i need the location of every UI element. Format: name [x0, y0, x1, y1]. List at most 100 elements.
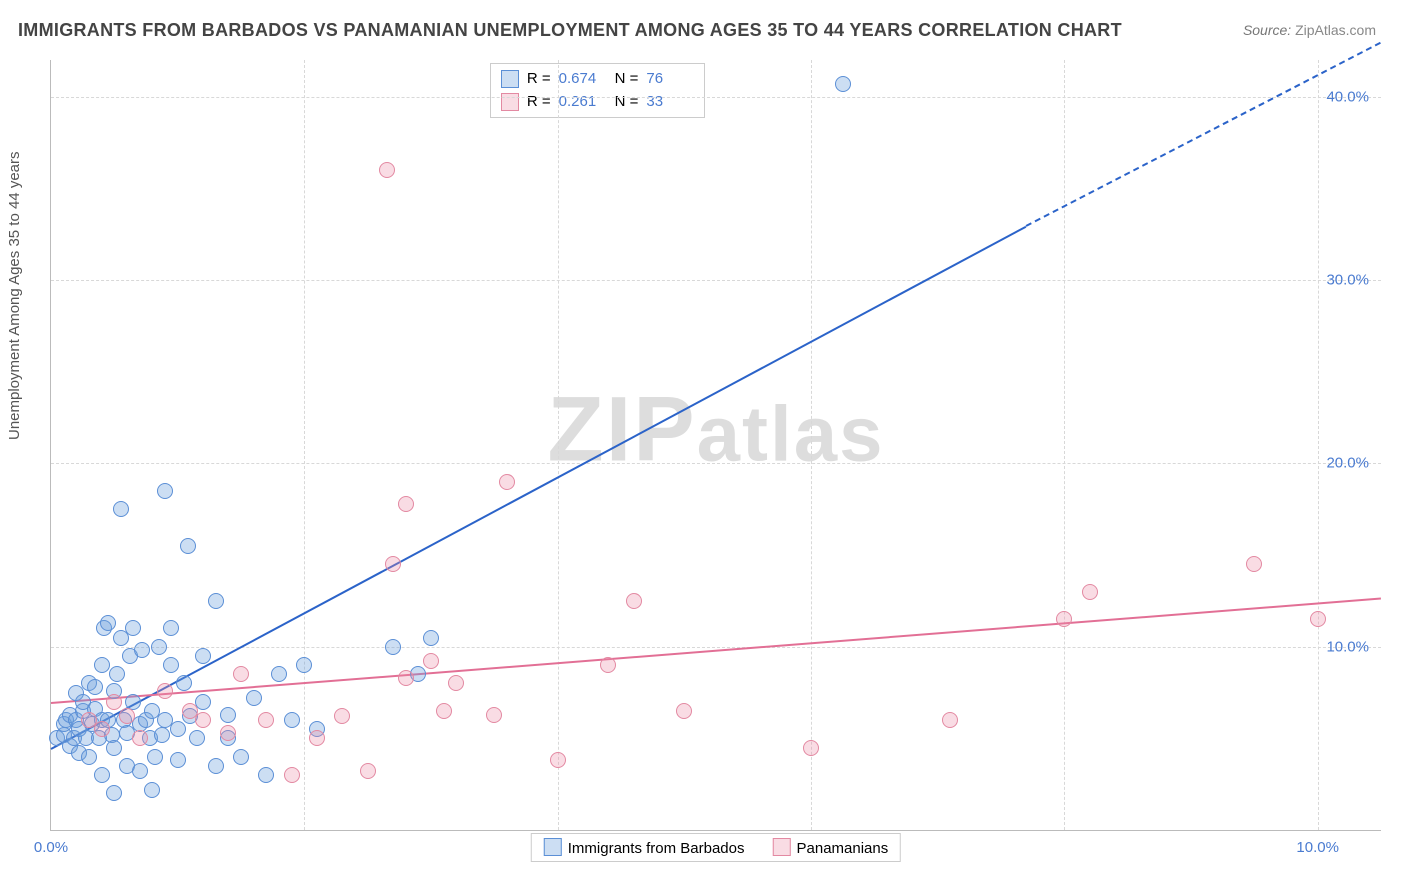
data-point	[284, 712, 300, 728]
data-point	[106, 785, 122, 801]
data-point	[100, 615, 116, 631]
data-point	[81, 749, 97, 765]
legend-swatch	[501, 93, 519, 111]
legend-swatch	[773, 838, 791, 856]
data-point	[195, 648, 211, 664]
data-point	[436, 703, 452, 719]
data-point	[385, 639, 401, 655]
data-point	[220, 707, 236, 723]
data-point	[1082, 584, 1098, 600]
data-point	[271, 666, 287, 682]
data-point	[189, 730, 205, 746]
data-point	[220, 725, 236, 741]
data-point	[180, 538, 196, 554]
data-point	[258, 712, 274, 728]
y-axis-title: Unemployment Among Ages 35 to 44 years	[6, 151, 23, 440]
legend-swatch	[501, 70, 519, 88]
data-point	[157, 483, 173, 499]
stat-r-value: 0.261	[559, 91, 607, 114]
data-point	[113, 501, 129, 517]
y-tick-label: 30.0%	[1326, 272, 1369, 289]
trend-line	[51, 597, 1381, 703]
data-point	[676, 703, 692, 719]
data-point	[87, 679, 103, 695]
data-point	[448, 675, 464, 691]
data-point	[132, 763, 148, 779]
legend-label: Immigrants from Barbados	[568, 840, 745, 857]
data-point	[125, 620, 141, 636]
gridline-horizontal	[51, 97, 1381, 98]
data-point	[284, 767, 300, 783]
gridline-vertical	[558, 60, 559, 830]
data-point	[119, 708, 135, 724]
stat-r-label: R =	[527, 91, 551, 114]
stat-r-label: R =	[527, 68, 551, 91]
y-tick-label: 40.0%	[1326, 88, 1369, 105]
gridline-horizontal	[51, 647, 1381, 648]
chart-title: IMMIGRANTS FROM BARBADOS VS PANAMANIAN U…	[18, 20, 1122, 41]
data-point	[94, 657, 110, 673]
data-point	[233, 749, 249, 765]
data-point	[170, 752, 186, 768]
data-point	[208, 593, 224, 609]
data-point	[600, 657, 616, 673]
data-point	[398, 496, 414, 512]
data-point	[246, 690, 262, 706]
watermark-main: ZIP	[548, 378, 697, 480]
data-point	[1056, 611, 1072, 627]
stats-row: R =0.674N =76	[501, 68, 695, 91]
data-point	[163, 657, 179, 673]
legend-label: Panamanians	[797, 840, 889, 857]
source-label: Source:	[1243, 22, 1291, 38]
data-point	[132, 730, 148, 746]
data-point	[154, 727, 170, 743]
data-point	[486, 707, 502, 723]
data-point	[233, 666, 249, 682]
data-point	[942, 712, 958, 728]
data-point	[334, 708, 350, 724]
data-point	[423, 653, 439, 669]
data-point	[163, 620, 179, 636]
trend-line	[51, 225, 1027, 749]
data-point	[835, 76, 851, 92]
x-tick-label: 10.0%	[1296, 839, 1339, 856]
data-point	[379, 162, 395, 178]
data-point	[151, 639, 167, 655]
data-point	[309, 730, 325, 746]
data-point	[803, 740, 819, 756]
legend-swatch	[544, 838, 562, 856]
data-point	[134, 642, 150, 658]
series-legend: Immigrants from Barbados Panamanians	[531, 833, 901, 862]
data-point	[195, 712, 211, 728]
data-point	[626, 593, 642, 609]
data-point	[550, 752, 566, 768]
data-point	[1310, 611, 1326, 627]
stat-n-label: N =	[615, 68, 639, 91]
stat-r-value: 0.674	[559, 68, 607, 91]
data-point	[106, 740, 122, 756]
gridline-vertical	[304, 60, 305, 830]
data-point	[398, 670, 414, 686]
x-tick-label: 0.0%	[34, 839, 68, 856]
data-point	[125, 694, 141, 710]
data-point	[385, 556, 401, 572]
gridline-horizontal	[51, 463, 1381, 464]
data-point	[1246, 556, 1262, 572]
data-point	[147, 749, 163, 765]
source-value: ZipAtlas.com	[1295, 22, 1376, 38]
stats-row: R =0.261N =33	[501, 91, 695, 114]
source-attribution: Source: ZipAtlas.com	[1243, 22, 1376, 38]
data-point	[106, 694, 122, 710]
data-point	[176, 675, 192, 691]
stat-n-value: 33	[646, 91, 694, 114]
data-point	[208, 758, 224, 774]
gridline-horizontal	[51, 280, 1381, 281]
correlation-stats-box: R =0.674N =76R =0.261N =33	[490, 63, 706, 118]
legend-item: Immigrants from Barbados	[544, 838, 745, 857]
gridline-vertical	[811, 60, 812, 830]
scatter-plot-area: ZIPatlas R =0.674N =76R =0.261N =33 Immi…	[50, 60, 1381, 831]
trend-line	[1026, 42, 1382, 227]
gridline-vertical	[1064, 60, 1065, 830]
data-point	[94, 721, 110, 737]
legend-item: Panamanians	[773, 838, 889, 857]
